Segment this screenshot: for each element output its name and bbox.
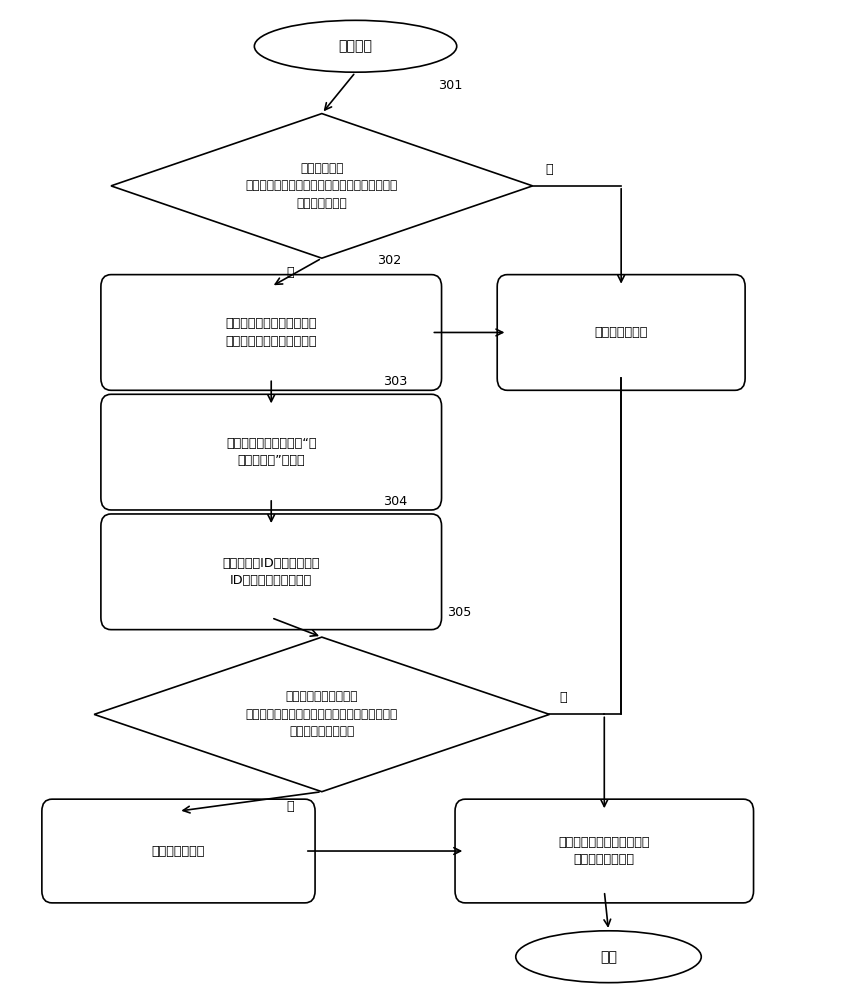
Text: 结束: 结束 <box>600 950 617 964</box>
FancyBboxPatch shape <box>455 799 754 903</box>
Text: 是: 是 <box>559 691 567 704</box>
FancyBboxPatch shape <box>101 514 442 630</box>
Text: 根据应用对故障诊断的具体
需求进行相应处理: 根据应用对故障诊断的具体 需求进行相应处理 <box>558 836 650 866</box>
FancyBboxPatch shape <box>101 275 442 390</box>
Text: 开始诊断: 开始诊断 <box>338 39 372 53</box>
Text: 广播通知被怀疑节点关于所
述节点自身状态的存活消息: 广播通知被怀疑节点关于所 述节点自身状态的存活消息 <box>226 317 317 348</box>
Text: 303: 303 <box>383 375 408 388</box>
Text: 是: 是 <box>546 163 553 176</box>
Text: 否: 否 <box>286 800 294 813</box>
FancyBboxPatch shape <box>41 799 315 903</box>
Text: 存活消息表中
是否有被怀疑节点为存活节点，节点自身为被怀
疑节点的条目？: 存活消息表中 是否有被怀疑节点为存活节点，节点自身为被怀 疑节点的条目？ <box>245 162 398 210</box>
Text: 在状态判定延时定时器
的计时时间内是否收到来自被怀疑节点的针对所
述节点的存活消息？: 在状态判定延时定时器 的计时时间内是否收到来自被怀疑节点的针对所 述节点的存活消… <box>245 690 398 738</box>
Text: 301: 301 <box>437 79 462 92</box>
Ellipse shape <box>516 931 701 983</box>
Ellipse shape <box>255 20 457 72</box>
Text: 确定为节点故障: 确定为节点故障 <box>151 845 205 858</box>
FancyBboxPatch shape <box>497 275 745 390</box>
Text: 确定为链路故障: 确定为链路故障 <box>595 326 648 339</box>
Text: 305: 305 <box>447 606 471 619</box>
Text: 设置针对被怀疑节点的“状
态判定延时”定时器: 设置针对被怀疑节点的“状 态判定延时”定时器 <box>226 437 316 467</box>
Text: 否: 否 <box>286 266 294 279</box>
FancyBboxPatch shape <box>101 394 442 510</box>
Text: 302: 302 <box>376 254 401 267</box>
Text: 304: 304 <box>383 495 408 508</box>
Polygon shape <box>111 114 533 258</box>
Polygon shape <box>94 637 550 792</box>
Text: 将节点自身ID和被怀疑节点
ID存储在存活消息表中: 将节点自身ID和被怀疑节点 ID存储在存活消息表中 <box>222 557 320 587</box>
